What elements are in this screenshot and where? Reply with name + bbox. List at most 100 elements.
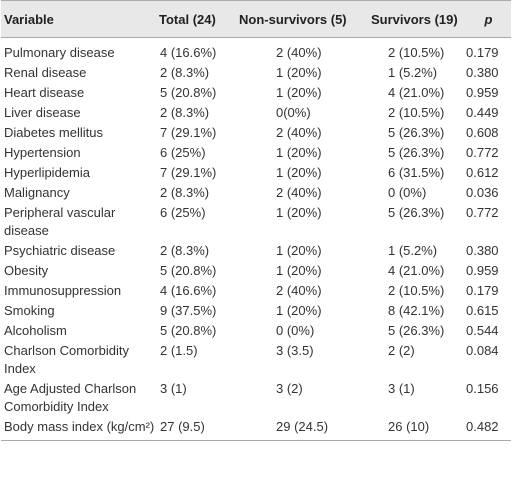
table-header: Variable Total (24) Non-survivors (5) Survi… — [1, 0, 511, 38]
value-cell: 3 (2) — [276, 381, 303, 396]
value-cell: 0 (0%) — [388, 185, 427, 200]
table-row: Hypertension 6 (25%) 1 (20%) 5 (26.3%) 0.772 — [1, 143, 511, 163]
value-cell: 6 (31.5%) — [388, 165, 445, 180]
value-cell: 0.959 — [466, 85, 499, 100]
variable-cell: Malignancy — [4, 185, 70, 200]
header-cell: Survivors (19) — [371, 11, 458, 27]
value-cell: 8 (42.1%) — [388, 303, 445, 318]
value-cell: 0.449 — [466, 105, 499, 120]
value-cell: 5 (20.8%) — [160, 85, 217, 100]
variable-cell: Peripheral vascular disease — [4, 205, 116, 238]
table-row: Pulmonary disease 4 (16.6%) 2 (40%) 2 (10.5… — [1, 38, 511, 64]
value-cell: 5 (26.3%) — [388, 323, 445, 338]
value-cell: 0.772 — [466, 205, 499, 220]
value-cell: 0.179 — [466, 283, 499, 298]
value-cell: 0.544 — [466, 323, 499, 338]
value-cell: 0.156 — [466, 381, 499, 396]
value-cell: 3 (1) — [388, 381, 415, 396]
value-cell: 5 (20.8%) — [160, 323, 217, 338]
header-cell: Non-survivors (5) — [239, 11, 347, 27]
value-cell: 3 (3.5) — [276, 343, 314, 358]
value-cell: 2 (8.3%) — [160, 105, 210, 120]
table-row: Diabetes mellitus 7 (29.1%) 2 (40%) 5 (26.3… — [1, 123, 511, 143]
value-cell: 2 (10.5%) — [388, 45, 445, 60]
variable-cell: Psychiatric disease — [4, 243, 116, 258]
value-cell: 0.482 — [466, 419, 499, 434]
table-row: Immunosuppression 4 (16.6%) 2 (40%) 2 (10.5… — [1, 281, 511, 301]
value-cell: 0.179 — [466, 45, 499, 60]
table-row: Obesity 5 (20.8%) 1 (20%) 4 (21.0%) 0.959 — [1, 261, 511, 281]
value-cell: 1 (20%) — [276, 85, 322, 100]
value-cell: 4 (21.0%) — [388, 263, 445, 278]
value-cell: 1 (5.2%) — [388, 243, 438, 258]
table-row: Age Adjusted Charlson Comorbidity Index 3… — [1, 379, 511, 417]
variable-cell: Renal disease — [4, 65, 87, 80]
table-row: Peripheral vascular disease 6 (25%) 1 (20%… — [1, 203, 511, 241]
variable-cell: Hypertension — [4, 145, 81, 160]
value-cell: 1 (20%) — [276, 263, 322, 278]
variable-cell: Pulmonary disease — [4, 45, 115, 60]
table-row: Hyperlipidemia 7 (29.1%) 1 (20%) 6 (31.5%) 0… — [1, 163, 511, 183]
header-cell: p — [484, 11, 493, 27]
value-cell: 2 (40%) — [276, 45, 322, 60]
value-cell: 0.612 — [466, 165, 499, 180]
value-cell: 2 (40%) — [276, 125, 322, 140]
value-cell: 0.772 — [466, 145, 499, 160]
table-row: Renal disease 2 (8.3%) 1 (20%) 1 (5.2%) 0.38… — [1, 63, 511, 83]
value-cell: 2 (40%) — [276, 185, 322, 200]
value-cell: 0 (0%) — [276, 323, 315, 338]
variable-cell: Immunosuppression — [4, 283, 122, 298]
header-cell: Total (24) — [159, 11, 216, 27]
table-row: Body mass index (kg/cm²) 27 (9.5) 29 (24.5… — [1, 417, 511, 441]
value-cell: 27 (9.5) — [160, 419, 205, 434]
value-cell: 1 (20%) — [276, 303, 322, 318]
value-cell: 9 (37.5%) — [160, 303, 217, 318]
value-cell: 2 (8.3%) — [160, 185, 210, 200]
value-cell: 2 (1.5) — [160, 343, 198, 358]
value-cell: 0.084 — [466, 343, 499, 358]
table-row: Heart disease 5 (20.8%) 1 (20%) 4 (21.0%) 0.… — [1, 83, 511, 103]
value-cell: 5 (26.3%) — [388, 145, 445, 160]
value-cell: 0.380 — [466, 65, 499, 80]
variable-cell: Charlson Comorbidity Index — [4, 343, 129, 376]
value-cell: 4 (16.6%) — [160, 283, 217, 298]
value-cell: 1 (20%) — [276, 145, 322, 160]
value-cell: 5 (26.3%) — [388, 125, 445, 140]
value-cell: 0(0%) — [276, 105, 311, 120]
value-cell: 4 (21.0%) — [388, 85, 445, 100]
header-cell: Variable — [4, 11, 54, 27]
variable-cell: Hyperlipidemia — [4, 165, 90, 180]
value-cell: 0.380 — [466, 243, 499, 258]
value-cell: 7 (29.1%) — [160, 125, 217, 140]
value-cell: 1 (20%) — [276, 205, 322, 220]
value-cell: 5 (26.3%) — [388, 205, 445, 220]
table-row: Charlson Comorbidity Index 2 (1.5) 3 (3.5)… — [1, 341, 511, 379]
value-cell: 26 (10) — [388, 419, 430, 434]
value-cell: 2 (2) — [388, 343, 415, 358]
value-cell: 0.036 — [466, 185, 499, 200]
variable-cell: Alcoholism — [4, 323, 67, 338]
value-cell: 3 (1) — [160, 381, 187, 396]
variable-cell: Age Adjusted Charlson Comorbidity Index — [4, 381, 137, 414]
table-row: Smoking 9 (37.5%) 1 (20%) 8 (42.1%) 0.615 — [1, 301, 511, 321]
value-cell: 5 (20.8%) — [160, 263, 217, 278]
value-cell: 6 (25%) — [160, 205, 206, 220]
variable-cell: Heart disease — [4, 85, 85, 100]
value-cell: 1 (20%) — [276, 243, 322, 258]
table-row: Malignancy 2 (8.3%) 2 (40%) 0 (0%) 0.036 — [1, 183, 511, 203]
variable-cell: Liver disease — [4, 105, 81, 120]
header-row: Variable Total (24) Non-survivors (5) Survi… — [1, 0, 511, 38]
table-row: Alcoholism 5 (20.8%) 0 (0%) 5 (26.3%) 0.544 — [1, 321, 511, 341]
value-cell: 6 (25%) — [160, 145, 206, 160]
table-row: Liver disease 2 (8.3%) 0(0%) 2 (10.5%) 0.449 — [1, 103, 511, 123]
value-cell: 0.959 — [466, 263, 499, 278]
value-cell: 2 (40%) — [276, 283, 322, 298]
value-cell: 2 (8.3%) — [160, 65, 210, 80]
variable-cell: Smoking — [4, 303, 55, 318]
value-cell: 2 (8.3%) — [160, 243, 210, 258]
variable-cell: Body mass index (kg/cm²) — [4, 419, 155, 434]
value-cell: 2 (10.5%) — [388, 105, 445, 120]
variable-cell: Diabetes mellitus — [4, 125, 103, 140]
value-cell: 1 (20%) — [276, 165, 322, 180]
